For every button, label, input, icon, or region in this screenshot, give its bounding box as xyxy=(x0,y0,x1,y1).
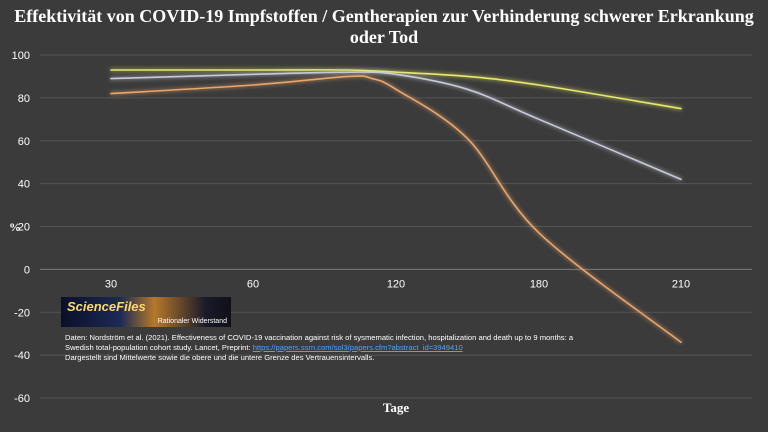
y-tick-label: 60 xyxy=(18,136,30,148)
chart-title: Effektivität von COVID-19 Impfstoffen / … xyxy=(14,6,754,47)
y-tick-label: 80 xyxy=(18,93,30,105)
y-tick-label: 40 xyxy=(18,179,30,191)
source-line-1: Daten: Nordström et al. (2021). Effectiv… xyxy=(65,333,574,342)
y-tick-label: -60 xyxy=(14,393,30,405)
y-tick-label: -20 xyxy=(14,307,30,319)
source-line-3: Dargestellt sind Mittelwerte sowie die o… xyxy=(65,353,375,362)
x-tick-label: 60 xyxy=(247,278,259,290)
y-tick-label: 0 xyxy=(24,264,30,276)
source-line-2-text: Swedish total-population cohort study. L… xyxy=(65,343,253,352)
logo-text: ScienceFiles xyxy=(67,299,146,314)
y-tick-label: -40 xyxy=(14,350,30,362)
y-axis-label: % xyxy=(9,220,21,234)
series-lines xyxy=(110,69,682,344)
x-axis-ticks: 30 60 120 180 210 xyxy=(105,278,690,290)
sciencefiles-logo: ScienceFiles Rationaler Widerstand xyxy=(61,297,231,327)
x-tick-label: 180 xyxy=(530,278,548,290)
series-line-3 xyxy=(110,75,682,344)
x-tick-label: 30 xyxy=(105,278,117,290)
source-link[interactable]: https://papers.ssrn.com/sol3/papers.cfm?… xyxy=(252,343,463,352)
y-tick-label: 20 xyxy=(18,222,30,234)
series-line-1 xyxy=(110,69,682,110)
gridlines xyxy=(40,54,752,399)
x-tick-label: 120 xyxy=(387,278,405,290)
x-tick-label: 210 xyxy=(672,278,690,290)
source-note: Daten: Nordström et al. (2021). Effectiv… xyxy=(65,333,625,363)
source-line-2: Swedish total-population cohort study. L… xyxy=(65,343,625,353)
series-line-2 xyxy=(110,71,682,181)
y-tick-label: 100 xyxy=(12,50,30,62)
y-axis-ticks: 100 80 60 40 20 0 -20 -40 -60 xyxy=(12,50,30,405)
logo-subtitle: Rationaler Widerstand xyxy=(157,318,227,325)
x-axis-label: Tage xyxy=(383,400,409,415)
